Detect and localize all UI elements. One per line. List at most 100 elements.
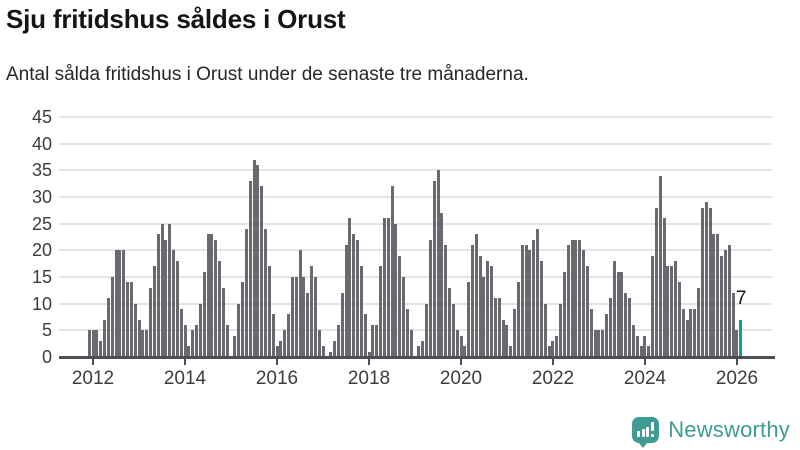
bar <box>237 303 241 357</box>
bar <box>375 325 379 357</box>
bar <box>513 309 517 357</box>
bar <box>432 181 436 357</box>
highlighted-bar <box>739 319 743 357</box>
logo-bubble-tail <box>638 442 649 448</box>
bar <box>532 239 536 357</box>
bar <box>287 314 290 357</box>
bar <box>202 271 206 357</box>
gridline <box>59 329 772 332</box>
bar <box>677 282 681 357</box>
gridline <box>59 169 772 172</box>
bar <box>624 293 628 357</box>
bar <box>390 186 394 357</box>
y-axis-label: 15 <box>31 267 52 287</box>
bar <box>616 271 620 357</box>
bar <box>689 309 693 357</box>
gridline <box>59 302 772 305</box>
bar <box>647 346 651 357</box>
bar <box>651 255 655 357</box>
bar <box>198 303 202 357</box>
bar <box>674 261 678 357</box>
bar <box>183 325 187 357</box>
bar <box>179 309 183 357</box>
y-axis-label: 45 <box>31 107 52 127</box>
bar <box>175 261 179 357</box>
bar <box>635 335 639 357</box>
bar <box>141 330 145 357</box>
x-axis-tick <box>184 359 186 365</box>
x-axis-tick <box>276 359 278 365</box>
bar <box>490 266 494 357</box>
bar <box>520 245 524 357</box>
brand-name: Newsworthy <box>668 417 790 442</box>
logo-bar-icon <box>646 427 650 437</box>
bar <box>264 229 267 357</box>
bar <box>704 202 708 357</box>
bar <box>206 234 210 357</box>
bar <box>221 287 225 357</box>
y-axis-label: 5 <box>41 320 52 341</box>
bar <box>168 223 172 357</box>
bar <box>271 314 275 357</box>
bar <box>260 186 264 357</box>
bar <box>106 298 110 357</box>
bar <box>631 325 635 357</box>
gridline <box>59 222 772 225</box>
logo-bar-icon <box>637 431 641 437</box>
y-axis-label: 10 <box>31 293 52 314</box>
x-axis-label: 2022 <box>531 368 575 389</box>
bar <box>685 319 689 357</box>
bar <box>493 298 497 357</box>
bar <box>543 303 547 357</box>
bar <box>95 330 99 357</box>
x-axis-tick <box>92 359 94 365</box>
bar <box>612 261 616 357</box>
y-axis-label: 20 <box>31 240 52 261</box>
bar <box>267 266 271 357</box>
bar <box>448 287 451 357</box>
x-axis-label: 2026 <box>715 368 759 389</box>
logo-exclamation-dot-icon <box>651 433 655 437</box>
bar <box>459 335 463 357</box>
x-axis-tick <box>735 359 738 365</box>
bar <box>298 250 302 357</box>
bar <box>248 181 252 357</box>
bar <box>225 325 229 357</box>
bar <box>589 309 593 357</box>
bar <box>402 277 405 357</box>
x-axis-label: 2024 <box>623 368 667 389</box>
bar <box>666 266 670 357</box>
bar <box>386 218 390 357</box>
highlight-value-label: 7 <box>735 288 747 309</box>
logo-exclamation-icon <box>651 422 655 431</box>
bar <box>716 234 720 357</box>
x-axis-label: 2014 <box>163 368 207 389</box>
bar <box>555 335 559 357</box>
bar <box>574 239 578 357</box>
bar <box>409 330 413 357</box>
bar <box>670 266 674 357</box>
bar <box>99 341 103 357</box>
bar <box>654 207 658 357</box>
bar <box>214 239 218 357</box>
bar <box>356 239 359 357</box>
bar <box>524 245 528 357</box>
x-axis-line <box>59 356 775 359</box>
bar <box>340 293 344 357</box>
bar <box>467 282 471 357</box>
y-axis-label: 40 <box>31 133 52 154</box>
bar <box>160 223 164 357</box>
bar <box>436 170 440 357</box>
y-axis-label: 25 <box>31 213 52 234</box>
bar <box>241 282 244 357</box>
bar <box>275 346 279 357</box>
x-axis-tick <box>368 359 370 365</box>
bar <box>731 293 735 357</box>
bar <box>145 330 149 357</box>
bar <box>455 330 459 357</box>
bar <box>528 250 532 357</box>
bar <box>516 282 520 357</box>
bar <box>444 245 448 357</box>
bar <box>425 303 428 357</box>
